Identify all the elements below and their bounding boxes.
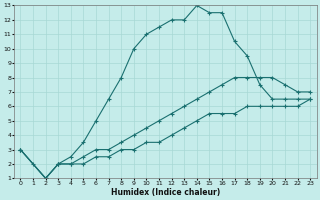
X-axis label: Humidex (Indice chaleur): Humidex (Indice chaleur): [111, 188, 220, 197]
